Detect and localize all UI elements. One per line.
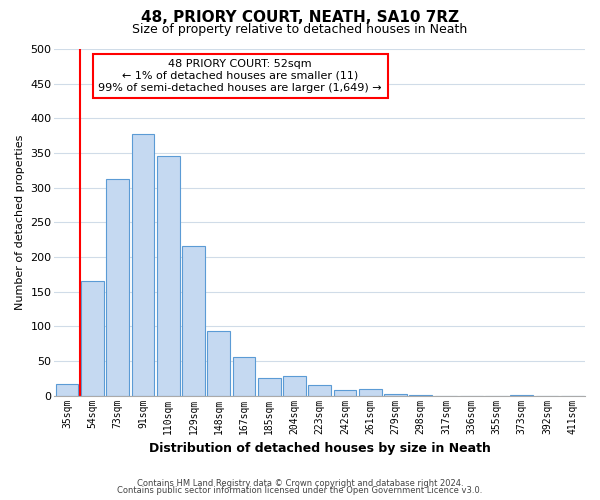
- Bar: [308, 385, 331, 396]
- Bar: [81, 281, 104, 396]
- Y-axis label: Number of detached properties: Number of detached properties: [15, 134, 25, 310]
- Text: Contains HM Land Registry data © Crown copyright and database right 2024.: Contains HM Land Registry data © Crown c…: [137, 478, 463, 488]
- Bar: [56, 384, 79, 396]
- Text: 48, PRIORY COURT, NEATH, SA10 7RZ: 48, PRIORY COURT, NEATH, SA10 7RZ: [141, 10, 459, 25]
- Bar: [106, 178, 129, 396]
- Bar: [131, 134, 154, 396]
- Bar: [409, 395, 432, 396]
- Text: Size of property relative to detached houses in Neath: Size of property relative to detached ho…: [133, 22, 467, 36]
- Text: Contains public sector information licensed under the Open Government Licence v3: Contains public sector information licen…: [118, 486, 482, 495]
- Bar: [208, 331, 230, 396]
- Bar: [258, 378, 281, 396]
- Bar: [157, 156, 179, 396]
- Bar: [511, 395, 533, 396]
- Bar: [384, 394, 407, 396]
- Bar: [182, 246, 205, 396]
- X-axis label: Distribution of detached houses by size in Neath: Distribution of detached houses by size …: [149, 442, 491, 455]
- Bar: [283, 376, 306, 396]
- Bar: [233, 357, 256, 396]
- Text: 48 PRIORY COURT: 52sqm
← 1% of detached houses are smaller (11)
99% of semi-deta: 48 PRIORY COURT: 52sqm ← 1% of detached …: [98, 60, 382, 92]
- Bar: [359, 388, 382, 396]
- Bar: [334, 390, 356, 396]
